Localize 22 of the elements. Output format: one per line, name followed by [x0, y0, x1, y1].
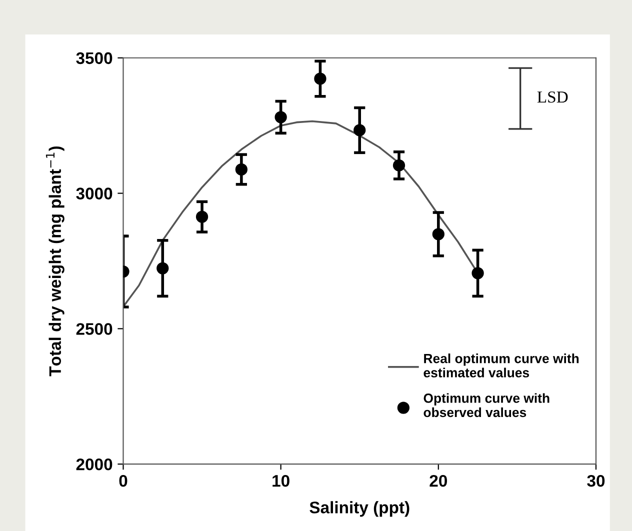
annotation: LSD [537, 91, 568, 103]
x-tick-label: 0 [119, 474, 128, 487]
y-tick-label: 2000 [76, 458, 112, 470]
legend-label: Real optimum curve with estimated values [424, 354, 579, 378]
legend-label: Optimum curve with observed values [424, 393, 550, 418]
y-axis-title: Total dry weight (mg plant$^{−1}$) [46, 146, 64, 376]
point [432, 228, 444, 240]
point [392, 159, 406, 172]
point [354, 124, 366, 136]
point [156, 262, 169, 274]
point [196, 210, 208, 223]
point [274, 111, 287, 124]
y-tick-label: 3000 [76, 188, 112, 200]
x-tick-label: 30 [587, 474, 605, 487]
x-tick-label: 20 [430, 474, 447, 487]
point [314, 72, 326, 85]
y-tick-label: 3500 [76, 52, 112, 64]
point [235, 163, 248, 176]
x-tick-label: 10 [272, 474, 290, 487]
y-tick-label: 2500 [76, 323, 112, 335]
point [472, 267, 484, 280]
x-axis-title: Salinity (ppt) [310, 501, 410, 517]
